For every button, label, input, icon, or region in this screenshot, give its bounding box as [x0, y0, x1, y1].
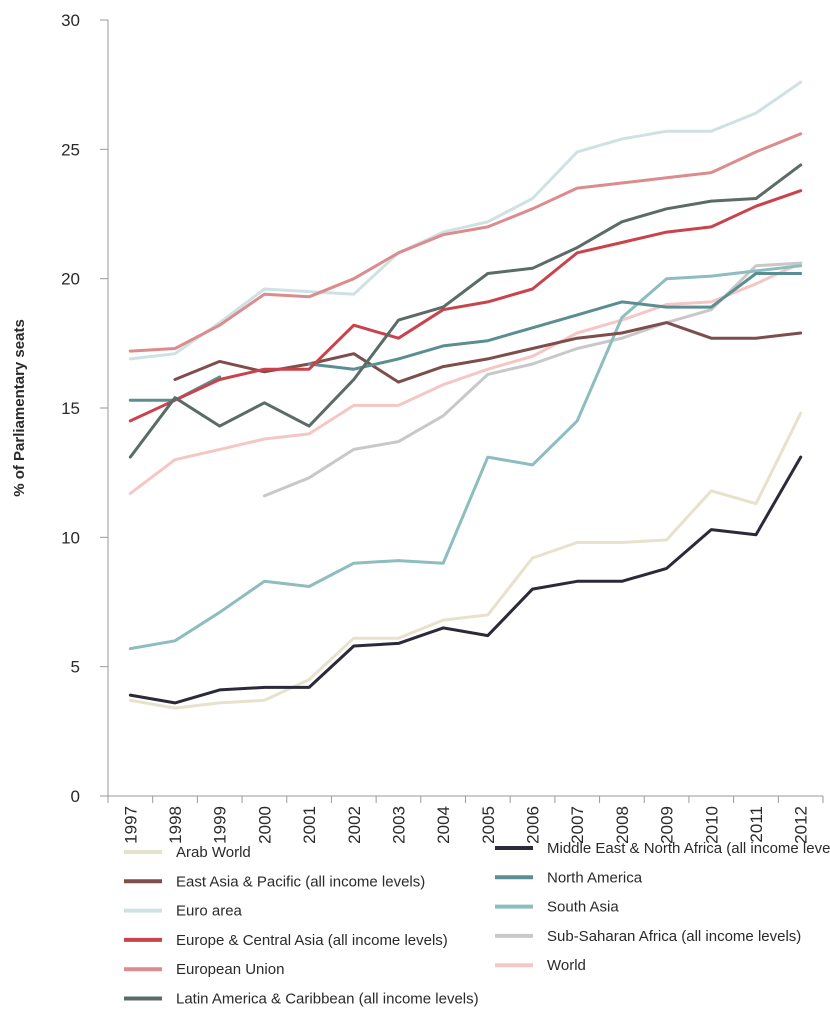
- legend-label: Arab World: [176, 844, 251, 861]
- legend-label: North America: [547, 869, 643, 886]
- x-tick-label: 2008: [613, 806, 632, 844]
- legend-label: Middle East & North Africa (all income l…: [547, 840, 830, 857]
- legend-item-east-asia-pacific-all-income-levels: East Asia & Pacific (all income levels): [124, 873, 425, 890]
- series-line-europe-central-asia-all-income-levels: [128, 189, 803, 423]
- x-tick-label: 2009: [658, 806, 677, 844]
- x-tick-label: 2006: [524, 806, 543, 844]
- x-tick-label: 2011: [747, 806, 766, 843]
- x-tick-label: 2001: [300, 806, 319, 844]
- x-tick-label: 2010: [702, 806, 721, 844]
- series-line-world: [128, 261, 803, 495]
- x-tick-label: 1997: [121, 806, 140, 844]
- x-tick-label: 2002: [345, 806, 364, 844]
- axes: [107, 20, 823, 797]
- series-lines: [128, 80, 803, 710]
- legend-item-middle-east-north-africa-all-income-levels: Middle East & North Africa (all income l…: [495, 840, 830, 857]
- series-line-middle-east-north-africa-all-income-levels: [128, 455, 803, 705]
- series-line-arab-world: [128, 411, 803, 710]
- legend-item-latin-america-caribbean-all-income-levels: Latin America & Caribbean (all income le…: [124, 991, 479, 1008]
- y-tick-label: 5: [71, 658, 80, 677]
- x-tick-label: 1998: [166, 806, 185, 844]
- x-axis-ticks: 1997 1998 1999 2000 2001 2002 2003 2004 2005 2006…: [107, 796, 824, 844]
- legend-item-north-america: North America: [495, 869, 643, 886]
- legend-item-arab-world: Arab World: [124, 844, 251, 861]
- series-line-sub-saharan-africa-all-income-levels: [262, 261, 803, 498]
- legend-label: Europe & Central Asia (all income levels…: [176, 932, 448, 949]
- legend-label: East Asia & Pacific (all income levels): [176, 873, 425, 890]
- y-tick-label: 20: [61, 270, 80, 289]
- legend-item-euro-area: Euro area: [124, 903, 243, 920]
- series-line-south-asia: [128, 264, 803, 651]
- legend-label: European Union: [176, 961, 284, 978]
- series-line-latin-america-caribbean-all-income-levels: [128, 163, 803, 459]
- legend: Arab World East Asia & Pacific (all incom…: [124, 840, 830, 1008]
- x-tick-label: 1999: [211, 806, 230, 844]
- legend-item-europe-central-asia-all-income-levels: Europe & Central Asia (all income levels…: [124, 932, 448, 949]
- y-tick-label: 0: [71, 787, 80, 806]
- y-tick-label: 25: [61, 140, 80, 159]
- legend-item-sub-saharan-africa-all-income-levels: Sub-Saharan Africa (all income levels): [495, 928, 801, 945]
- x-tick-label: 2000: [255, 806, 274, 844]
- legend-label: South Asia: [547, 899, 619, 916]
- legend-item-european-union: European Union: [124, 961, 284, 978]
- x-tick-label: 2004: [434, 806, 453, 844]
- series-line-north-america: [128, 272, 803, 402]
- legend-item-south-asia: South Asia: [495, 899, 619, 916]
- legend-label: Euro area: [176, 903, 243, 920]
- x-tick-label: 2012: [792, 806, 811, 844]
- y-tick-label: 30: [61, 11, 80, 30]
- legend-label: World: [547, 957, 586, 974]
- legend-label: Latin America & Caribbean (all income le…: [176, 991, 479, 1008]
- legend-label: Sub-Saharan Africa (all income levels): [547, 928, 801, 945]
- x-tick-label: 2003: [389, 806, 408, 844]
- y-axis-label: % of Parliamentary seats: [11, 319, 28, 497]
- x-tick-label: 2007: [568, 806, 587, 844]
- series-line-european-union: [128, 132, 803, 353]
- y-axis-ticks: 0 5 10 15 20 25 30: [61, 11, 108, 806]
- x-tick-label: 2005: [479, 806, 498, 844]
- y-tick-label: 15: [61, 399, 80, 418]
- legend-item-world: World: [495, 957, 586, 974]
- series-line-euro-area: [128, 80, 803, 361]
- y-tick-label: 10: [61, 528, 80, 547]
